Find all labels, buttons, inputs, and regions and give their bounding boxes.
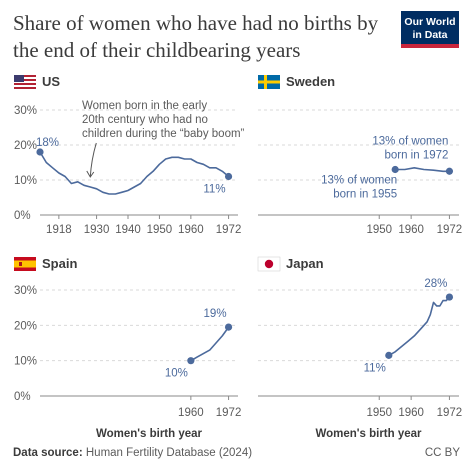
license-link[interactable]: CC BY	[424, 447, 460, 459]
flag-stripe	[14, 87, 36, 89]
y-tick-label: 20%	[14, 140, 37, 152]
panel-title: Sweden	[286, 74, 335, 89]
source-link[interactable]: Human Fertility Database (2024)	[85, 447, 253, 459]
flag-stripe	[14, 77, 36, 79]
y-tick-label: 10%	[14, 175, 37, 187]
y-tick-label: 10%	[14, 356, 37, 368]
flag-stripe	[14, 81, 36, 83]
data-point-end	[445, 167, 454, 175]
series-line	[395, 167, 450, 173]
data-point-start	[187, 357, 195, 365]
logo-line-2: in Data	[412, 29, 448, 41]
sweden-flag	[258, 75, 280, 89]
japan-flag	[257, 256, 281, 272]
flag-yellow	[14, 260, 36, 268]
data-label: 19%	[204, 308, 227, 320]
data-label: 28%	[424, 278, 447, 290]
panel-title: Spain	[42, 256, 77, 271]
flag-stripe	[14, 85, 36, 87]
x-tick-label: 1950	[147, 224, 173, 236]
chart-title: Share of women who have had no births by…	[13, 11, 379, 62]
y-tick-label: 20%	[14, 320, 37, 332]
us-flag	[14, 75, 36, 89]
annotation-arrow	[89, 142, 97, 178]
data-label: 18%	[36, 137, 59, 149]
data-point-start	[36, 148, 44, 156]
flag-stripe	[14, 83, 36, 85]
data-label: born in 1955	[333, 189, 397, 201]
x-tick-label: 1960	[178, 407, 204, 419]
annotation-arrowhead	[86, 170, 95, 178]
x-tick-label: 1972	[437, 224, 463, 236]
data-point-start	[385, 351, 393, 359]
x-tick-label: 1972	[437, 407, 463, 419]
source-label: Data source:	[13, 447, 83, 459]
annotation-text: Women born in the early	[82, 100, 207, 112]
data-point-end	[224, 172, 233, 181]
data-label: 13% of women	[321, 175, 397, 187]
data-point-end	[224, 323, 233, 331]
series-line	[39, 151, 230, 195]
logo-line-1: Our World	[404, 16, 456, 28]
x-tick-label: 1972	[216, 407, 242, 419]
owid-logo[interactable]: Our World in Data	[401, 11, 459, 48]
y-tick-label: 30%	[14, 105, 37, 117]
data-label: 13% of women	[372, 135, 448, 147]
x-tick-label: 1960	[398, 224, 424, 236]
flag-cross-h	[258, 80, 280, 84]
series-line	[190, 326, 230, 362]
data-point-start	[391, 165, 399, 174]
x-tick-label: 1918	[46, 224, 72, 236]
x-tick-label: 1950	[366, 224, 392, 236]
flag-stripe	[14, 79, 36, 81]
data-label: born in 1972	[384, 149, 448, 161]
y-tick-label: 0%	[14, 391, 31, 403]
y-tick-label: 30%	[14, 285, 37, 297]
footer-source: Data source: Human Fertility Database (2…	[13, 447, 252, 459]
x-tick-label: 1950	[366, 407, 392, 419]
flag-stripe	[14, 75, 36, 77]
data-label: 11%	[364, 362, 386, 374]
x-axis-label: Women's birth year	[96, 428, 203, 440]
flag-emblem	[19, 262, 22, 266]
x-tick-label: 1960	[398, 407, 424, 419]
x-axis-label: Women's birth year	[315, 428, 422, 440]
panel-title: US	[42, 74, 60, 89]
y-tick-label: 0%	[14, 210, 31, 222]
annotation-text: 20th century who had no	[82, 114, 208, 126]
data-label: 11%	[203, 184, 225, 196]
annotation-text: children during the “baby boom”	[82, 128, 245, 140]
panel-title: Japan	[286, 256, 324, 271]
x-tick-label: 1972	[216, 224, 242, 236]
spain-flag	[14, 257, 36, 271]
x-tick-label: 1930	[84, 224, 110, 236]
data-point-end	[445, 293, 454, 301]
x-tick-label: 1960	[178, 224, 204, 236]
flag-sun	[264, 259, 274, 269]
data-label: 10%	[165, 368, 188, 380]
x-tick-label: 1940	[115, 224, 141, 236]
series-line	[388, 296, 450, 357]
flag-canton	[14, 75, 24, 82]
